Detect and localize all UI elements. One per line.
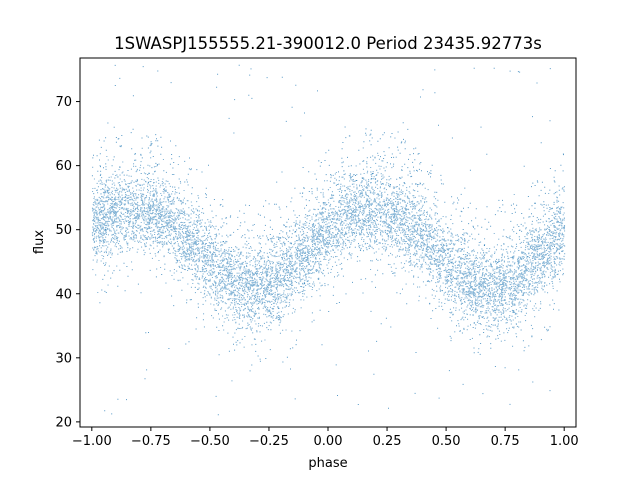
x-axis-ticks: −1.00 −0.75 −0.50 −0.25 0.00 0.25 0.50 0.75 1.00 [72,427,579,449]
y-axis-label: flux [32,230,47,254]
x-tick-label: −0.25 [249,434,289,449]
x-tick-label: −0.75 [131,434,171,449]
y-tick-label: 70 [55,95,72,110]
scatter-points [91,64,566,416]
x-tick-label: 0.00 [314,434,343,449]
x-tick-label: −1.00 [72,434,112,449]
y-tick-label: 60 [55,159,72,174]
y-tick-label: 50 [55,223,72,238]
x-tick-label: 0.50 [432,434,461,449]
y-tick-label: 30 [55,351,72,366]
x-tick-label: −0.50 [190,434,230,449]
y-tick-label: 20 [55,415,72,430]
data-points-scatter [91,64,565,416]
x-tick-label: 0.25 [373,434,402,449]
x-tick-label: 1.00 [550,434,579,449]
chart-title: 1SWASPJ155555.21-390012.0 Period 23435.9… [114,34,542,53]
y-axis-ticks: 20 30 40 50 60 70 [55,95,80,430]
x-axis-label: phase [308,456,347,471]
x-tick-label: 0.75 [491,434,520,449]
y-tick-label: 40 [55,287,72,302]
data-points-core [91,137,566,382]
